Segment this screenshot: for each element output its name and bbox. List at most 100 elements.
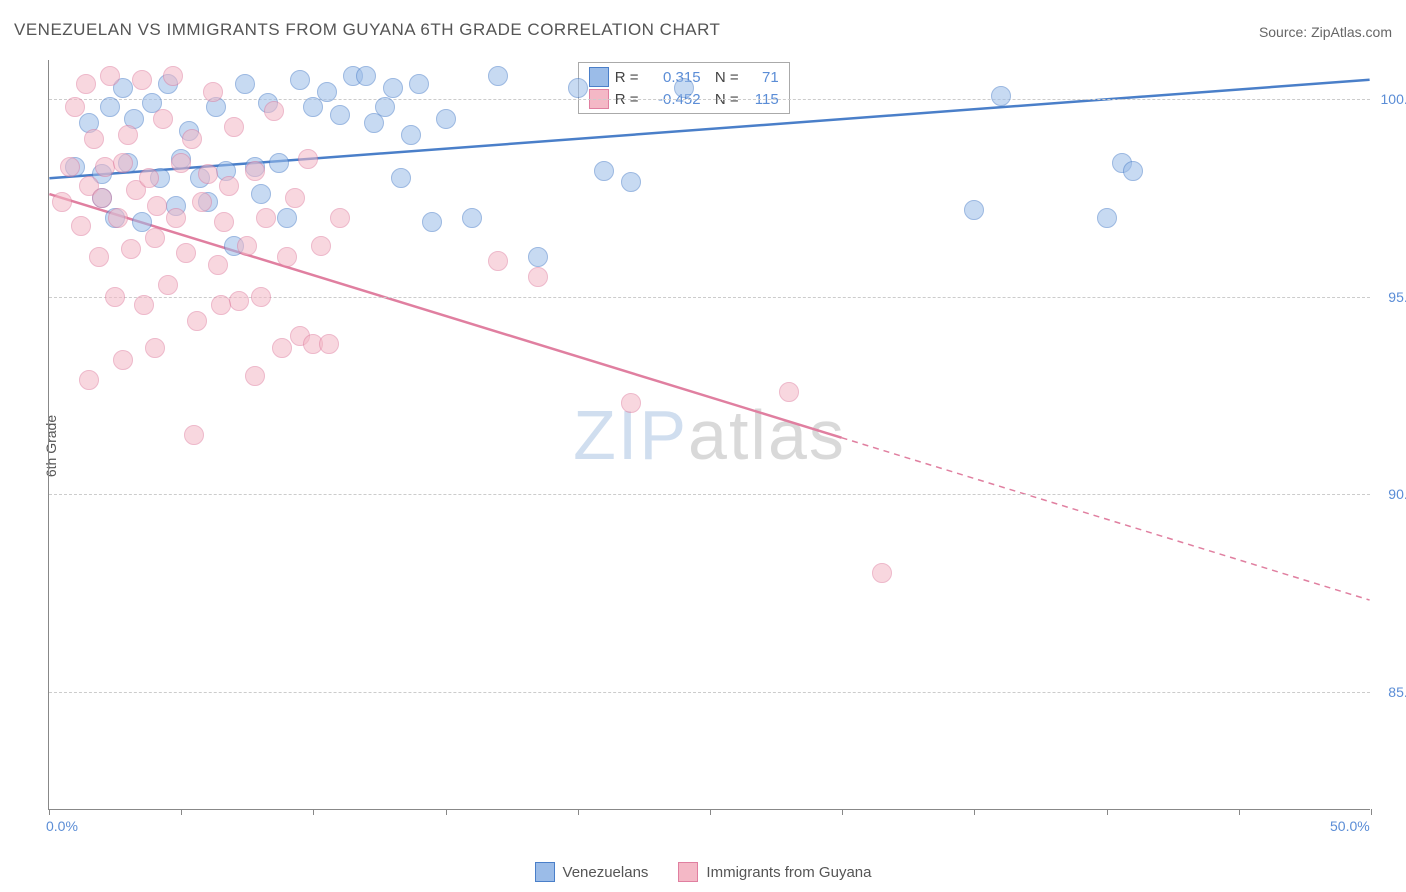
data-point	[290, 70, 310, 90]
y-tick-label: 100.0%	[1378, 91, 1406, 107]
data-point	[330, 105, 350, 125]
legend-swatch	[535, 862, 555, 882]
data-point	[277, 247, 297, 267]
plot-area: ZIPatlas R =0.315 N =71R =-0.452 N =115 …	[48, 60, 1370, 810]
data-point	[147, 196, 167, 216]
data-point	[436, 109, 456, 129]
data-point	[409, 74, 429, 94]
data-point	[401, 125, 421, 145]
data-point	[105, 287, 125, 307]
data-point	[303, 97, 323, 117]
data-point	[60, 157, 80, 177]
data-point	[568, 78, 588, 98]
data-point	[203, 82, 223, 102]
legend-item: Venezuelans	[535, 862, 649, 882]
data-point	[139, 168, 159, 188]
data-point	[121, 239, 141, 259]
data-point	[108, 208, 128, 228]
legend-series-label: Venezuelans	[563, 864, 649, 881]
x-tick-label-max: 50.0%	[1330, 818, 1370, 834]
data-point	[319, 334, 339, 354]
data-point	[488, 66, 508, 86]
x-tick	[578, 809, 579, 815]
x-tick	[710, 809, 711, 815]
x-tick	[49, 809, 50, 815]
x-tick	[1107, 809, 1108, 815]
data-point	[528, 267, 548, 287]
data-point	[182, 129, 202, 149]
data-point	[383, 78, 403, 98]
data-point	[621, 172, 641, 192]
data-point	[272, 338, 292, 358]
data-point	[269, 153, 289, 173]
data-point	[422, 212, 442, 232]
x-tick	[842, 809, 843, 815]
series-legend: Venezuelans Immigrants from Guyana	[0, 862, 1406, 882]
data-point	[100, 66, 120, 86]
data-point	[621, 393, 641, 413]
data-point	[211, 295, 231, 315]
legend-item: Immigrants from Guyana	[678, 862, 871, 882]
data-point	[184, 425, 204, 445]
data-point	[171, 153, 191, 173]
data-point	[76, 74, 96, 94]
data-point	[251, 287, 271, 307]
data-point	[92, 188, 112, 208]
data-point	[264, 101, 284, 121]
x-tick	[313, 809, 314, 815]
data-point	[317, 82, 337, 102]
data-point	[256, 208, 276, 228]
legend-series-label: Immigrants from Guyana	[706, 864, 871, 881]
chart-title: VENEZUELAN VS IMMIGRANTS FROM GUYANA 6TH…	[14, 20, 720, 40]
data-point	[198, 164, 218, 184]
data-point	[245, 366, 265, 386]
trend-line-dashed	[842, 438, 1370, 600]
data-point	[964, 200, 984, 220]
data-point	[779, 382, 799, 402]
data-point	[145, 228, 165, 248]
data-point	[391, 168, 411, 188]
source-label: Source: ZipAtlas.com	[1259, 24, 1392, 40]
data-point	[356, 66, 376, 86]
data-point	[113, 153, 133, 173]
data-point	[224, 117, 244, 137]
data-point	[95, 157, 115, 177]
legend-r-label: R =	[615, 69, 639, 86]
x-tick	[181, 809, 182, 815]
legend-swatch	[678, 862, 698, 882]
data-point	[166, 208, 186, 228]
y-tick-label: 90.0%	[1378, 486, 1406, 502]
data-point	[158, 275, 178, 295]
data-point	[65, 97, 85, 117]
data-point	[1097, 208, 1117, 228]
data-point	[251, 184, 271, 204]
legend-swatch	[589, 67, 609, 87]
data-point	[237, 236, 257, 256]
data-point	[298, 149, 318, 169]
data-point	[330, 208, 350, 228]
data-point	[163, 66, 183, 86]
data-point	[52, 192, 72, 212]
data-point	[277, 208, 297, 228]
data-point	[113, 350, 133, 370]
gridline	[49, 692, 1370, 693]
data-point	[84, 129, 104, 149]
data-point	[375, 97, 395, 117]
chart-container: VENEZUELAN VS IMMIGRANTS FROM GUYANA 6TH…	[0, 0, 1406, 892]
data-point	[311, 236, 331, 256]
data-point	[89, 247, 109, 267]
data-point	[462, 208, 482, 228]
y-tick-label: 85.0%	[1378, 684, 1406, 700]
data-point	[79, 370, 99, 390]
data-point	[594, 161, 614, 181]
data-point	[1123, 161, 1143, 181]
data-point	[208, 255, 228, 275]
data-point	[674, 78, 694, 98]
data-point	[132, 70, 152, 90]
data-point	[176, 243, 196, 263]
trend-line-solid	[49, 194, 841, 438]
data-point	[100, 97, 120, 117]
y-tick-label: 95.0%	[1378, 289, 1406, 305]
x-tick	[974, 809, 975, 815]
data-point	[134, 295, 154, 315]
